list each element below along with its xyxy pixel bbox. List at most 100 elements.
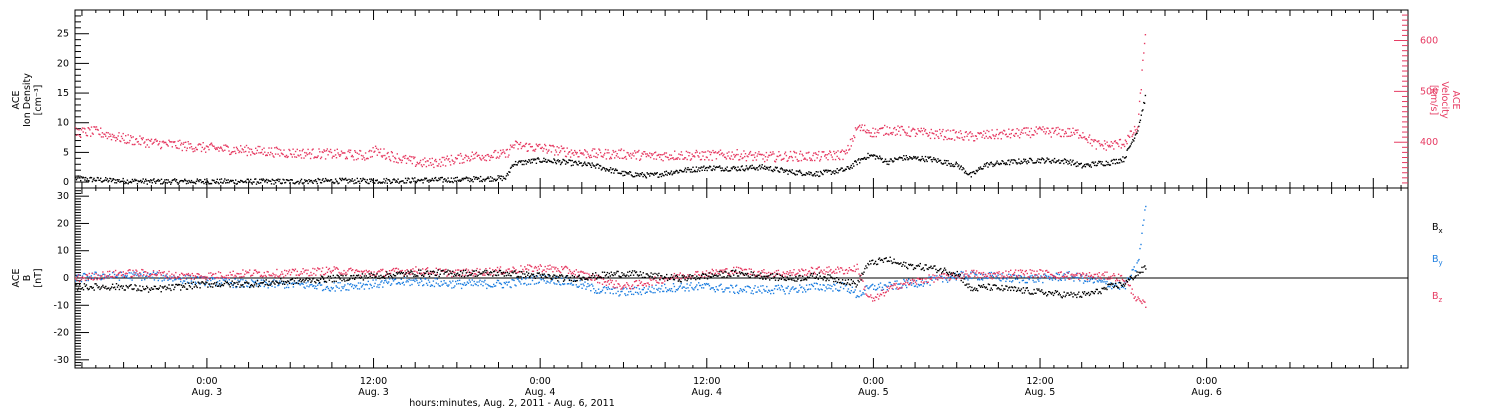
density-point-346	[363, 178, 365, 181]
by-point-462	[524, 282, 526, 285]
velocity-point-241	[275, 146, 278, 148]
density-point-439	[440, 176, 443, 179]
by-point-860	[910, 284, 913, 286]
velocity-point-1234	[1103, 148, 1105, 150]
density-point-726	[679, 169, 682, 171]
by-point-326	[391, 278, 394, 280]
velocity-point-246	[279, 149, 282, 151]
by-point-7	[81, 275, 84, 277]
bx-point-21	[95, 283, 97, 285]
velocity-point-476	[471, 151, 473, 153]
by-point-247	[315, 285, 317, 287]
velocity-point-789	[732, 158, 734, 160]
velocity-point-560	[541, 146, 543, 149]
by-point-176	[246, 285, 248, 287]
velocity-point-203	[244, 146, 246, 148]
bz-point-156	[226, 277, 228, 279]
by-point-252	[319, 284, 322, 286]
density-point-278	[306, 180, 308, 182]
by-point-235	[303, 286, 305, 288]
bz-point-326	[391, 269, 394, 271]
density-point-718	[673, 171, 675, 173]
density-point-931	[850, 164, 852, 167]
bz-point-246	[314, 268, 316, 270]
velocity-point-462	[459, 152, 462, 155]
by-point-868	[918, 284, 921, 287]
density-point-748	[698, 167, 700, 169]
bz-point-108	[180, 278, 182, 281]
bz-point-709	[764, 272, 766, 274]
bz-point-473	[534, 265, 537, 268]
bz-point-984	[1031, 269, 1033, 272]
density-point-806	[746, 167, 748, 169]
by-point-484	[545, 282, 547, 284]
bz-point-1067	[1112, 274, 1114, 277]
by-point-985	[1032, 279, 1034, 282]
density-point-1150	[1033, 162, 1035, 164]
bz-point-699	[754, 275, 756, 277]
velocity-point-516	[504, 156, 507, 158]
by-point-33	[107, 275, 109, 277]
bz-point-463	[525, 268, 527, 270]
density-point-787	[730, 167, 733, 169]
density-point-205	[245, 181, 248, 184]
by-point-571	[630, 290, 632, 293]
velocity-point-659	[624, 156, 626, 159]
density-point-326	[346, 179, 348, 181]
by-point-722	[776, 288, 779, 291]
density-point-869	[799, 169, 801, 172]
density-point-510	[499, 178, 502, 180]
density-point-122	[176, 181, 178, 184]
bz-point-722	[776, 272, 779, 275]
velocity-point-179	[224, 149, 226, 151]
velocity-point-286	[313, 157, 315, 159]
bz-point-401	[464, 274, 467, 276]
velocity-point-87	[147, 138, 149, 141]
velocity-point-599	[574, 149, 576, 152]
density-point-845	[779, 171, 781, 173]
density-point-1181	[1058, 162, 1061, 164]
density-point-418	[423, 179, 425, 181]
density-point-86	[146, 183, 148, 185]
by-point-930	[978, 279, 981, 281]
by-point-498	[559, 283, 561, 286]
by-point-343	[408, 278, 410, 281]
velocity-point-83	[144, 141, 146, 143]
bz-point-668	[724, 269, 726, 271]
by-point-1070	[1115, 284, 1117, 286]
by-point-243	[311, 283, 313, 286]
bz-point-1009	[1055, 277, 1058, 279]
by-point-646	[702, 287, 705, 289]
bz-point-410	[473, 273, 475, 275]
by-point-193	[262, 279, 264, 281]
by-point-707	[762, 285, 764, 287]
by-point-521	[581, 287, 583, 289]
density-point-941	[859, 162, 861, 164]
bz-point-36	[110, 276, 112, 278]
density-point-452	[451, 180, 453, 183]
by-point-81	[153, 279, 156, 281]
by-point-92	[164, 277, 166, 280]
bz-point-987	[1034, 273, 1036, 276]
by-point-357	[422, 284, 424, 287]
density-point-1039	[940, 162, 942, 164]
density-point-59	[124, 182, 126, 185]
density-point-760	[708, 167, 710, 169]
density-point-921	[842, 170, 844, 172]
density-point-73	[135, 179, 138, 181]
velocity-point-382	[393, 161, 395, 163]
velocity-point-709	[665, 152, 668, 154]
density-point-345	[362, 177, 364, 180]
velocity-point-232	[268, 147, 270, 149]
density-point-1065	[962, 167, 964, 169]
velocity-point-899	[824, 155, 826, 157]
by-point-849	[900, 287, 902, 289]
density-point-1037	[939, 159, 941, 162]
velocity-point-1184	[1061, 129, 1063, 131]
density-point-94	[153, 178, 155, 180]
velocity-point-712	[668, 159, 670, 161]
velocity-point-227	[264, 151, 266, 153]
by-point-531	[591, 283, 593, 285]
bz-point-273	[340, 272, 342, 274]
by-point-433	[495, 281, 498, 284]
